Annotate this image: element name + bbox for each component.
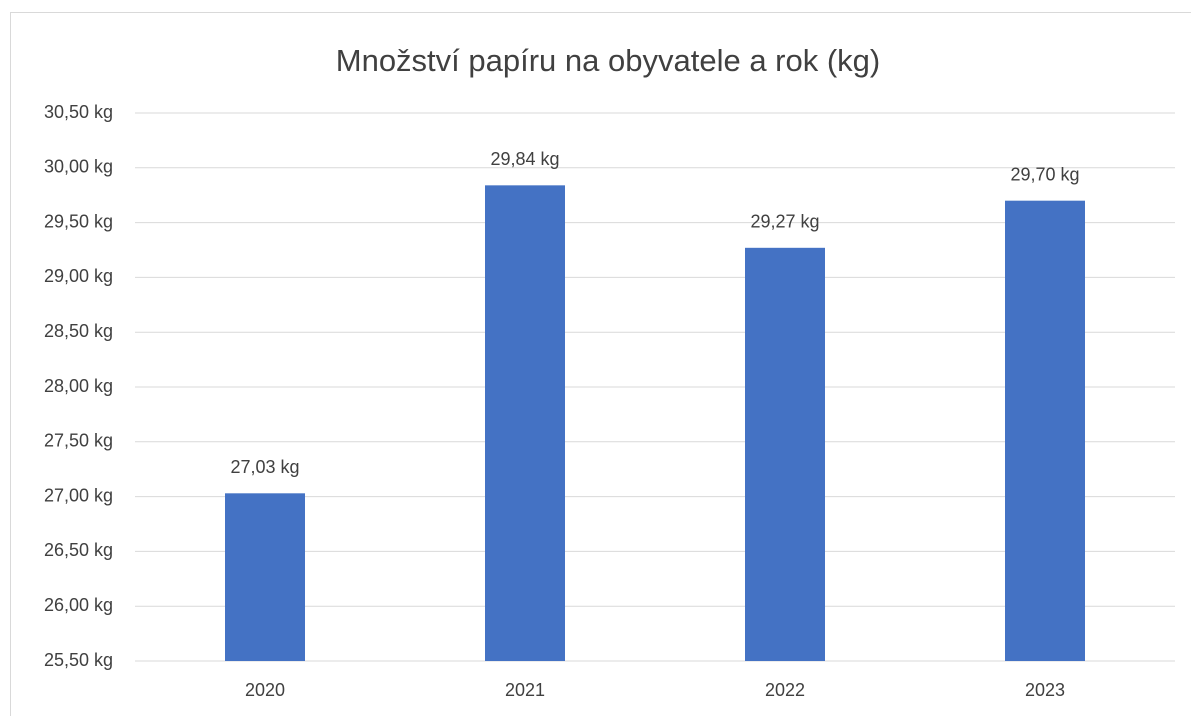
x-tick-label: 2021 <box>505 680 545 700</box>
x-tick-label: 2022 <box>765 680 805 700</box>
y-tick-label: 30,00 kg <box>44 157 113 177</box>
bar <box>225 493 305 661</box>
y-tick-label: 26,50 kg <box>44 540 113 560</box>
y-tick-label: 29,00 kg <box>44 266 113 286</box>
data-label: 27,03 kg <box>230 457 299 477</box>
x-tick-label: 2020 <box>245 680 285 700</box>
chart-frame <box>10 12 1191 716</box>
y-tick-label: 27,50 kg <box>44 431 113 451</box>
data-label: 29,70 kg <box>1010 164 1079 184</box>
y-tick-label: 27,00 kg <box>44 485 113 505</box>
y-tick-label: 28,00 kg <box>44 376 113 396</box>
data-label: 29,84 kg <box>490 149 559 169</box>
bar <box>745 247 825 662</box>
y-tick-label: 25,50 kg <box>44 650 113 670</box>
bar <box>485 185 565 661</box>
y-tick-label: 26,00 kg <box>44 595 113 615</box>
y-tick-label: 30,50 kg <box>44 102 113 122</box>
y-tick-label: 28,50 kg <box>44 321 113 341</box>
chart-title: Množství papíru na obyvatele a rok (kg) <box>336 43 880 78</box>
bar <box>1005 200 1085 661</box>
y-tick-label: 29,50 kg <box>44 211 113 231</box>
data-label: 29,27 kg <box>750 212 819 232</box>
x-tick-label: 2023 <box>1025 680 1065 700</box>
